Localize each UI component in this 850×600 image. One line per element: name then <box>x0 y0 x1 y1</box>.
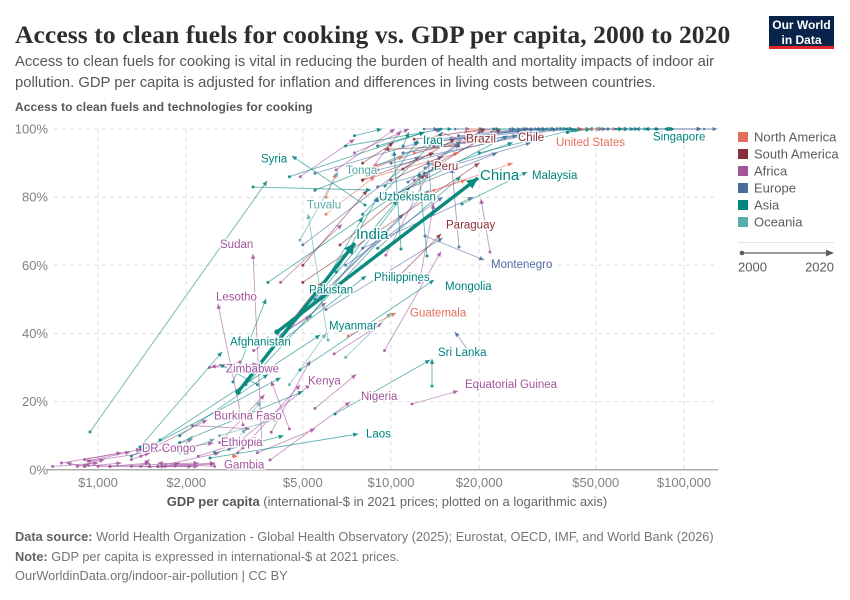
svg-text:DR Congo: DR Congo <box>142 443 196 455</box>
svg-text:2000: 2000 <box>738 260 767 275</box>
svg-text:Mongolia: Mongolia <box>445 281 492 293</box>
svg-text:Tonga: Tonga <box>346 165 378 177</box>
svg-text:Pakistan: Pakistan <box>309 285 353 297</box>
svg-text:$100,000: $100,000 <box>657 475 711 490</box>
svg-text:Gambia: Gambia <box>224 460 265 472</box>
svg-text:Brazil: Brazil <box>466 131 496 145</box>
svg-text:$20,000: $20,000 <box>456 475 503 490</box>
svg-text:China: China <box>480 167 520 184</box>
svg-text:Philippines: Philippines <box>374 272 430 284</box>
svg-text:Burkina Faso: Burkina Faso <box>214 411 282 423</box>
svg-text:20%: 20% <box>22 394 48 409</box>
svg-text:United States: United States <box>556 137 625 149</box>
svg-text:$10,000: $10,000 <box>368 475 415 490</box>
svg-text:Oceania: Oceania <box>754 215 803 230</box>
svg-text:Equatorial Guinea: Equatorial Guinea <box>465 379 558 391</box>
svg-text:Asia: Asia <box>754 198 780 213</box>
svg-text:Myanmar: Myanmar <box>329 321 377 333</box>
svg-text:Uzbekistan: Uzbekistan <box>379 192 436 204</box>
svg-text:North America: North America <box>754 130 837 145</box>
svg-text:GDP per capita (international-: GDP per capita (international-$ in 2021 … <box>167 494 608 509</box>
svg-text:Africa: Africa <box>754 164 788 179</box>
svg-text:2020: 2020 <box>805 260 834 275</box>
svg-text:$1,000: $1,000 <box>78 475 118 490</box>
svg-text:60%: 60% <box>22 258 48 273</box>
svg-text:Tuvalu: Tuvalu <box>307 200 341 212</box>
svg-text:Europe: Europe <box>754 181 796 196</box>
svg-text:Singapore: Singapore <box>653 132 705 144</box>
svg-text:80%: 80% <box>22 190 48 205</box>
svg-text:South America: South America <box>754 147 839 162</box>
svg-text:Paraguay: Paraguay <box>446 220 495 232</box>
svg-text:$50,000: $50,000 <box>572 475 619 490</box>
svg-text:Malaysia: Malaysia <box>532 170 578 182</box>
svg-text:Sri Lanka: Sri Lanka <box>438 347 487 359</box>
svg-text:Kenya: Kenya <box>308 376 341 388</box>
svg-text:$2,000: $2,000 <box>166 475 206 490</box>
svg-text:$5,000: $5,000 <box>283 475 323 490</box>
svg-text:Afghanistan: Afghanistan <box>230 337 291 349</box>
svg-text:Guatemala: Guatemala <box>410 308 467 320</box>
svg-text:Zimbabwe: Zimbabwe <box>226 364 279 376</box>
svg-text:Nigeria: Nigeria <box>361 391 398 403</box>
svg-text:100%: 100% <box>15 122 49 137</box>
svg-text:Lesotho: Lesotho <box>216 292 257 304</box>
svg-text:40%: 40% <box>22 326 48 341</box>
svg-text:Laos: Laos <box>366 429 391 441</box>
svg-text:Iraq: Iraq <box>423 135 443 147</box>
svg-text:Ethiopia: Ethiopia <box>221 437 263 449</box>
svg-text:0%: 0% <box>29 462 48 477</box>
svg-text:Peru: Peru <box>434 161 458 173</box>
svg-text:Montenegro: Montenegro <box>491 259 552 271</box>
svg-text:Syria: Syria <box>261 154 288 166</box>
svg-text:India: India <box>356 226 389 243</box>
svg-text:Chile: Chile <box>518 132 544 144</box>
svg-text:Sudan: Sudan <box>220 239 253 251</box>
